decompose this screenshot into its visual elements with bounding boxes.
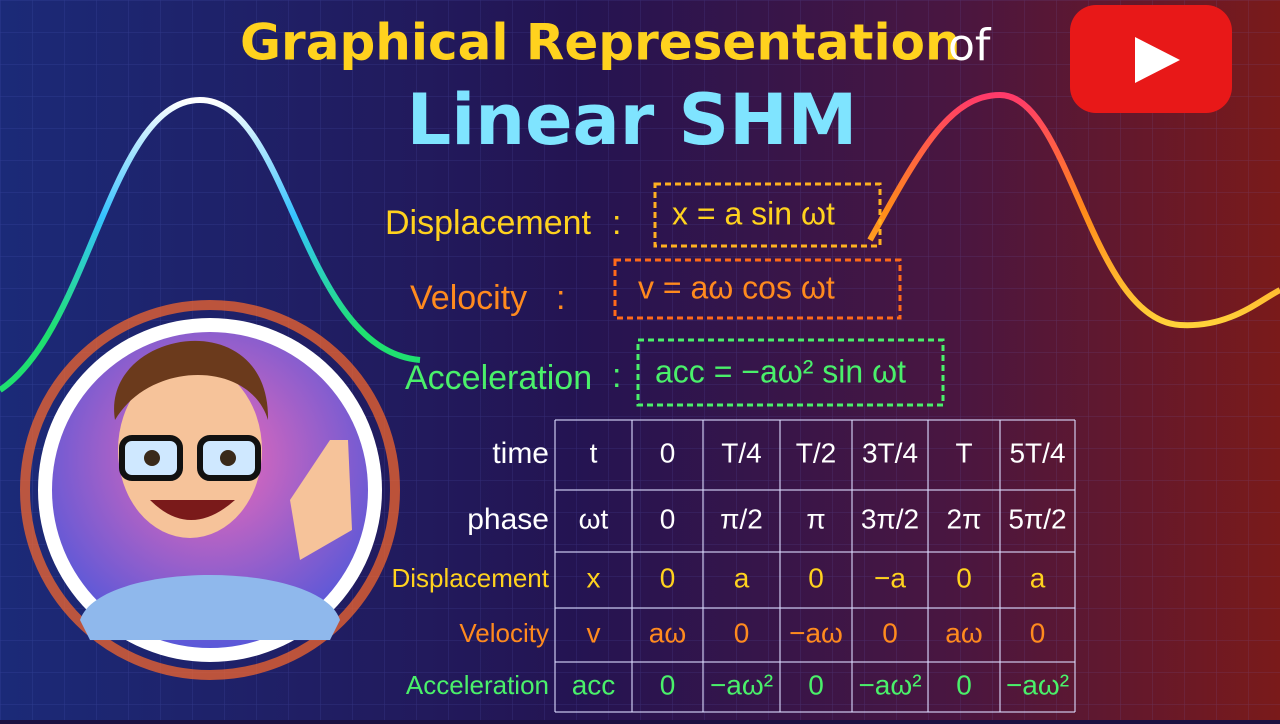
table-cell: 0 <box>956 562 972 593</box>
row-label: Velocity <box>459 618 549 648</box>
shm-table: time t 0 T/4 T/2 3T/4 T 5T/4 phase ωt 0 π/2 π 3π/2 2π 5… <box>391 419 1076 713</box>
table-cell: 0 <box>660 503 676 534</box>
table-cell: −aω² <box>710 669 773 700</box>
table-cell: T/2 <box>796 437 836 468</box>
table-cell: T <box>955 437 972 468</box>
table-cell: aω <box>945 617 982 648</box>
equation-label: Displacement <box>385 204 592 242</box>
formula-box <box>613 258 902 320</box>
formula-box <box>653 182 882 248</box>
row-label: Acceleration <box>406 670 549 700</box>
equation-label: Velocity <box>410 279 527 317</box>
table-cell: v <box>587 617 601 648</box>
table-cell: 0 <box>808 562 824 593</box>
table-cell: 0 <box>956 669 972 700</box>
table-cell: T/4 <box>721 437 761 468</box>
equation-separator: : <box>612 204 621 242</box>
table-cell: 0 <box>660 562 676 593</box>
equation-label: Acceleration <box>405 359 592 397</box>
formula: v = aω cos ωt <box>638 269 835 305</box>
table-cell: 2π <box>947 503 982 534</box>
table-cell: −a <box>874 562 906 593</box>
table-cell: aω <box>649 617 686 648</box>
table-cell: t <box>590 437 598 468</box>
table-cell: π/2 <box>720 503 763 534</box>
table-cell: 0 <box>660 669 676 700</box>
formula: x = a sin ωt <box>672 195 835 231</box>
table-cell: a <box>1030 562 1046 593</box>
table-cell: π <box>806 503 825 534</box>
table-cell: −aω <box>789 617 843 648</box>
formula: acc = −aω² sin ωt <box>655 353 906 389</box>
wave-right <box>867 91 1280 329</box>
table-cell: 0 <box>1030 617 1046 648</box>
row-label: time <box>492 437 549 470</box>
table-cell: 5T/4 <box>1009 437 1065 468</box>
title-line2: Linear SHM <box>407 79 858 161</box>
equation-separator: : <box>556 279 565 317</box>
avatar <box>20 300 400 680</box>
table-cell: 3π/2 <box>861 503 919 534</box>
title-of: of <box>948 20 992 71</box>
table-cell: 0 <box>808 669 824 700</box>
row-label: Displacement <box>391 563 549 593</box>
table-cell: x <box>587 562 601 593</box>
table-cell: 5π/2 <box>1008 503 1066 534</box>
table-cell: ωt <box>579 503 609 534</box>
table-cell: acc <box>572 669 616 700</box>
table-cell: 3T/4 <box>862 437 918 468</box>
youtube-logo <box>1070 5 1232 113</box>
title-line1: Graphical Representation <box>240 14 961 72</box>
wave-left <box>0 96 421 393</box>
row-label: phase <box>467 503 549 536</box>
table-cell: 0 <box>882 617 898 648</box>
table-cell: −aω² <box>1006 669 1069 700</box>
equation-separator: : <box>612 357 621 395</box>
table-cell: a <box>734 562 750 593</box>
table-cell: 0 <box>734 617 750 648</box>
formula-box <box>636 338 945 407</box>
table-cell: −aω² <box>858 669 921 700</box>
table-cell: 0 <box>660 437 676 468</box>
